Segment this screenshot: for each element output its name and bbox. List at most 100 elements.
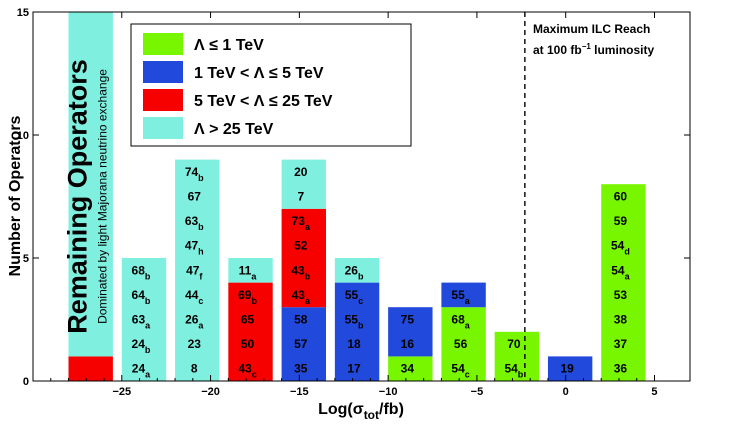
- x-tick-label: 5: [651, 386, 657, 398]
- operator-label: 68a: [451, 313, 470, 331]
- operator-label: 69b: [238, 288, 257, 306]
- x-tick-label: 0: [563, 386, 569, 398]
- operator-label: 26a: [185, 313, 204, 331]
- operator-label: 63a: [132, 313, 151, 331]
- operator-label: 67: [188, 190, 202, 204]
- operator-label: 24b: [132, 337, 151, 355]
- bars-group: 24a 24b 63a 64b 68b 8 23 26a 44c 47f 47h 63b 67 74b 43…: [121, 159, 646, 381]
- remaining-operators-subtitle: Dominated by light Majorana neutrino exc…: [96, 69, 110, 324]
- operator-label: 70: [507, 337, 521, 351]
- operator-label: 55b: [345, 313, 364, 331]
- operator-label: 63b: [185, 214, 204, 232]
- legend-label-high: 5 TeV < Λ ≤ 25 TeV: [194, 93, 333, 110]
- bar-segment-7-0: [494, 331, 540, 381]
- operator-label: 38: [614, 313, 628, 327]
- legend-label-vhigh: Λ > 25 TeV: [194, 121, 274, 138]
- bar-segment-3-0: [281, 307, 326, 381]
- x-tick-label: −25: [112, 386, 131, 398]
- bar-segment-4-0: [334, 282, 380, 381]
- operator-label: 55a: [451, 288, 470, 306]
- x-tick-label: −20: [201, 386, 220, 398]
- operator-label: 36: [614, 362, 628, 376]
- operator-label: 54b: [504, 362, 523, 380]
- y-tick-label: 5: [23, 253, 29, 265]
- legend-swatch-low: [143, 33, 183, 55]
- operator-label: 65: [241, 313, 255, 327]
- operator-label: 34: [401, 362, 415, 376]
- bar-segment-0-0: [121, 258, 167, 381]
- operator-label: 75: [401, 313, 415, 327]
- x-axis-title: Log(σtot/fb): [318, 401, 404, 422]
- remaining-bar-segment-0: [68, 356, 113, 381]
- legend-label-mid: 1 TeV < Λ ≤ 5 TeV: [194, 65, 324, 82]
- legend-swatch-mid: [143, 61, 183, 83]
- operator-label: 55c: [345, 288, 363, 306]
- remaining-bar-segment-1: [68, 12, 113, 357]
- operator-label: 54c: [451, 362, 469, 380]
- operator-label: 57: [294, 337, 308, 351]
- y-axis-title: Number of Operators: [7, 115, 24, 276]
- operator-label: 17: [347, 362, 361, 376]
- legend-swatch-high: [143, 89, 183, 111]
- operator-label: 52: [294, 239, 308, 253]
- operator-label: 20: [294, 165, 308, 179]
- bar-segment-2-1: [228, 258, 273, 283]
- operator-label: 24a: [132, 362, 151, 380]
- bar-segment-5-1: [388, 307, 433, 357]
- operator-label: 73a: [292, 214, 311, 232]
- operator-label: 37: [614, 337, 628, 351]
- operator-label: 54a: [611, 263, 630, 281]
- operator-label: 43b: [291, 263, 310, 281]
- operator-label: 35: [294, 362, 308, 376]
- operator-label: 54d: [611, 239, 630, 257]
- operator-label: 60: [614, 190, 628, 204]
- operator-label: 47f: [186, 263, 203, 281]
- operator-label: 8: [191, 362, 198, 376]
- operator-label: 44c: [185, 288, 203, 306]
- x-tick-label: −15: [290, 386, 309, 398]
- x-tick-label: −5: [471, 386, 484, 398]
- remaining-operators-group: Remaining Operators Dominated by light Ma…: [63, 12, 113, 381]
- operator-label: 7: [297, 190, 304, 204]
- operator-label: 18: [347, 337, 361, 351]
- operator-label: 58: [294, 313, 308, 327]
- y-tick-label: 0: [23, 376, 29, 388]
- y-tick-label: 15: [17, 7, 29, 19]
- operator-label: 43c: [238, 362, 256, 380]
- operator-label: 53: [614, 288, 628, 302]
- bar-segment-2-0: [228, 282, 273, 381]
- y-tick-label: 10: [17, 130, 29, 142]
- operator-label: 11a: [239, 263, 258, 281]
- operator-label: 23: [188, 337, 202, 351]
- operator-label: 26b: [345, 263, 364, 281]
- legend: Λ ≤ 1 TeV 1 TeV < Λ ≤ 5 TeV 5 TeV < Λ ≤ …: [130, 23, 412, 147]
- operator-label: 59: [614, 214, 628, 228]
- operator-label: 43a: [292, 288, 311, 306]
- operator-label: 56: [454, 337, 468, 351]
- reach-label-line2: at 100 fb−1 luminosity: [533, 42, 654, 57]
- bar-segment-6-1: [441, 282, 486, 308]
- legend-label-low: Λ ≤ 1 TeV: [194, 37, 264, 54]
- bar-segment-4-1: [334, 258, 380, 283]
- bar-segment-3-2: [281, 159, 326, 209]
- bar-segment-8-0: [547, 356, 593, 381]
- x-tick-label: −10: [379, 386, 398, 398]
- bar-segment-6-0: [441, 307, 486, 381]
- operator-label: 64b: [132, 288, 151, 306]
- operator-label: 50: [241, 337, 255, 351]
- reach-label-line1: Maximum ILC Reach: [533, 22, 650, 36]
- bar-segment-1-0: [175, 159, 220, 381]
- operator-label: 68b: [132, 263, 151, 281]
- operator-label: 47h: [185, 239, 204, 257]
- bar-segment-3-1: [281, 208, 326, 308]
- operator-label: 19: [560, 362, 574, 376]
- operator-label: 74b: [185, 165, 204, 183]
- bar-segment-9-0: [601, 184, 646, 381]
- bar-segment-5-0: [388, 356, 433, 381]
- legend-swatch-vhigh: [143, 117, 183, 139]
- plot-frame: [32, 11, 691, 382]
- remaining-operators-title: Remaining Operators: [63, 59, 93, 334]
- operator-label: 16: [401, 337, 415, 351]
